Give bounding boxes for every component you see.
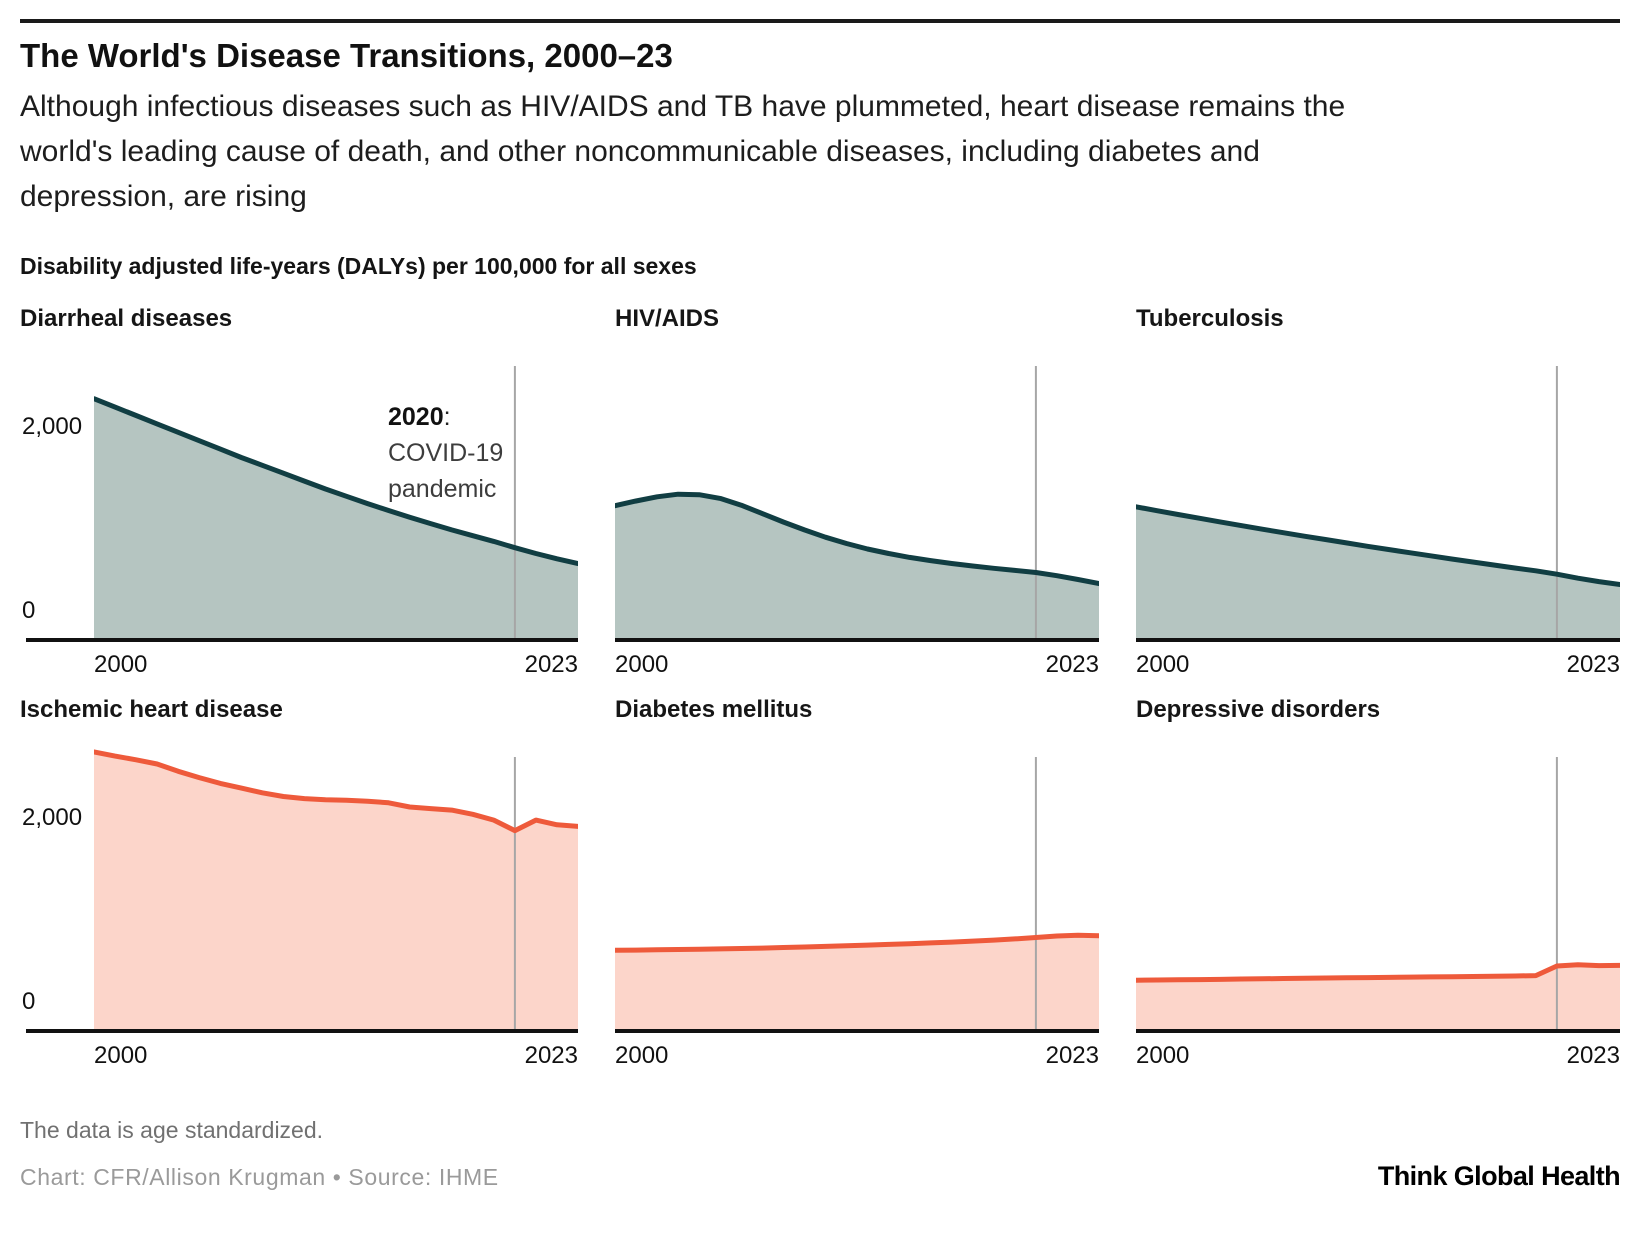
- panel-title: Diarrheal diseases: [20, 305, 233, 332]
- trend-line: [615, 491, 1099, 587]
- x-axis-labels: 2000 2023: [1136, 1042, 1620, 1070]
- x-axis-label-start: 2000: [94, 1042, 148, 1069]
- area-fill: [94, 751, 578, 1029]
- chart-credit: Chart: CFR/Allison Krugman • Source: IHM…: [20, 1164, 499, 1190]
- trend-line: [1136, 962, 1620, 983]
- area-chart: [615, 757, 1099, 1033]
- x-axis-labels: 2000 2023: [615, 1042, 1099, 1070]
- covid-annotation: 2020: COVID-19 pandemic: [388, 399, 538, 507]
- panel-title: Depressive disorders: [1136, 696, 1381, 723]
- panel-title: Tuberculosis: [1136, 305, 1284, 332]
- think-global-health-logo: Think Global Health: [1377, 1161, 1621, 1191]
- page-title: The World's Disease Transitions, 2000–23: [20, 37, 673, 74]
- x-axis-label-end: 2023: [1566, 651, 1620, 678]
- plot-area: 2020: COVID-19 pandemic: [94, 342, 578, 642]
- x-axis-extension: [26, 638, 94, 642]
- y-tick-label-2000: 2,000: [22, 413, 83, 440]
- plot-area: [615, 342, 1099, 642]
- trend-line: [1136, 504, 1620, 587]
- x-axis-line: [1136, 1029, 1620, 1033]
- x-axis-label-start: 2000: [615, 651, 669, 678]
- charts-grid: Diarrheal diseases 2,000 0 2020: COVID-1…: [20, 304, 1620, 1070]
- area-fill: [615, 935, 1099, 1029]
- x-axis-labels: 2000 2023: [615, 651, 1099, 679]
- panel-ischemic-heart-disease: Ischemic heart disease 2,000 0 2000 2023: [20, 695, 578, 1070]
- x-axis-labels: 2000 2023: [1136, 651, 1620, 679]
- trend-line: [94, 749, 578, 834]
- x-axis-line: [1136, 638, 1620, 642]
- x-axis-label-end: 2023: [524, 1042, 578, 1069]
- x-axis-label-end: 2023: [1045, 651, 1099, 678]
- panel-hiv-aids: HIV/AIDS 2000 2023: [615, 304, 1099, 679]
- plot-wrap: [1136, 342, 1620, 642]
- panel-title: Diabetes mellitus: [615, 696, 813, 723]
- footnote: The data is age standardized.: [20, 1117, 324, 1143]
- y-axis: 2,000 0: [20, 342, 94, 642]
- credit-row: Chart: CFR/Allison Krugman • Source: IHM…: [20, 1161, 1621, 1191]
- x-axis-label-start: 2000: [1136, 1042, 1190, 1069]
- x-axis-line: [94, 1029, 578, 1033]
- x-axis-label-start: 2000: [94, 651, 148, 678]
- panel-diabetes-mellitus: Diabetes mellitus 2000 2023: [615, 695, 1099, 1070]
- plot-wrap: 2,000 0 2020: COVID-19 pandemic: [20, 342, 578, 642]
- x-axis-line: [615, 638, 1099, 642]
- subtitle-line: world's leading cause of death, and othe…: [20, 135, 1260, 168]
- trend-line: [615, 932, 1099, 953]
- annotation-line: pandemic: [388, 475, 497, 503]
- annotation-line: COVID-19: [388, 439, 504, 467]
- x-axis-label-end: 2023: [1566, 1042, 1620, 1069]
- plot-area: [1136, 733, 1620, 1033]
- plot-wrap: 2,000 0: [20, 733, 578, 1033]
- y-tick-label-0: 0: [22, 988, 36, 1015]
- plot-area: [615, 733, 1099, 1033]
- y-axis: 2,000 0: [20, 733, 94, 1033]
- page-subtitle: Although infectious diseases such as HIV…: [20, 84, 1620, 219]
- plot-wrap: [615, 733, 1099, 1033]
- area-fill: [94, 398, 578, 638]
- y-tick-label-2000: 2,000: [22, 804, 83, 831]
- x-axis-label-end: 2023: [524, 651, 578, 678]
- area-chart: [1136, 366, 1620, 642]
- plot-wrap: [1136, 733, 1620, 1033]
- trend-line: [94, 396, 578, 566]
- panel-diarrheal-diseases: Diarrheal diseases 2,000 0 2020: COVID-1…: [20, 304, 578, 679]
- x-axis-line: [94, 638, 578, 642]
- annotation-year: 2020:: [388, 403, 451, 431]
- units-heading: Disability adjusted life-years (DALYs) p…: [20, 253, 697, 279]
- header-rule: [20, 19, 1620, 23]
- panel-tuberculosis: Tuberculosis 2000 2023: [1136, 304, 1620, 679]
- area-fill: [1136, 964, 1620, 1029]
- panel-title: HIV/AIDS: [615, 305, 720, 332]
- subtitle-line: Although infectious diseases such as HIV…: [20, 90, 1346, 123]
- x-axis-labels: 2000 2023: [94, 1042, 578, 1070]
- area-fill: [1136, 506, 1620, 638]
- x-axis-label-start: 2000: [615, 1042, 669, 1069]
- plot-wrap: [615, 342, 1099, 642]
- plot-area: [94, 733, 578, 1033]
- plot-area: [1136, 342, 1620, 642]
- x-axis-label-end: 2023: [1045, 1042, 1099, 1069]
- area-chart: [615, 366, 1099, 642]
- x-axis-labels: 2000 2023: [94, 651, 578, 679]
- area-fill: [615, 494, 1099, 638]
- x-axis-extension: [26, 1029, 94, 1033]
- area-chart: [94, 749, 578, 1033]
- subtitle-line: depression, are rising: [20, 180, 307, 213]
- panel-depressive-disorders: Depressive disorders 2000 2023: [1136, 695, 1620, 1070]
- y-tick-label-0: 0: [22, 597, 36, 624]
- panel-title: Ischemic heart disease: [20, 696, 283, 723]
- x-axis-line: [615, 1029, 1099, 1033]
- area-chart: [1136, 757, 1620, 1033]
- x-axis-label-start: 2000: [1136, 651, 1190, 678]
- area-chart: [94, 366, 578, 642]
